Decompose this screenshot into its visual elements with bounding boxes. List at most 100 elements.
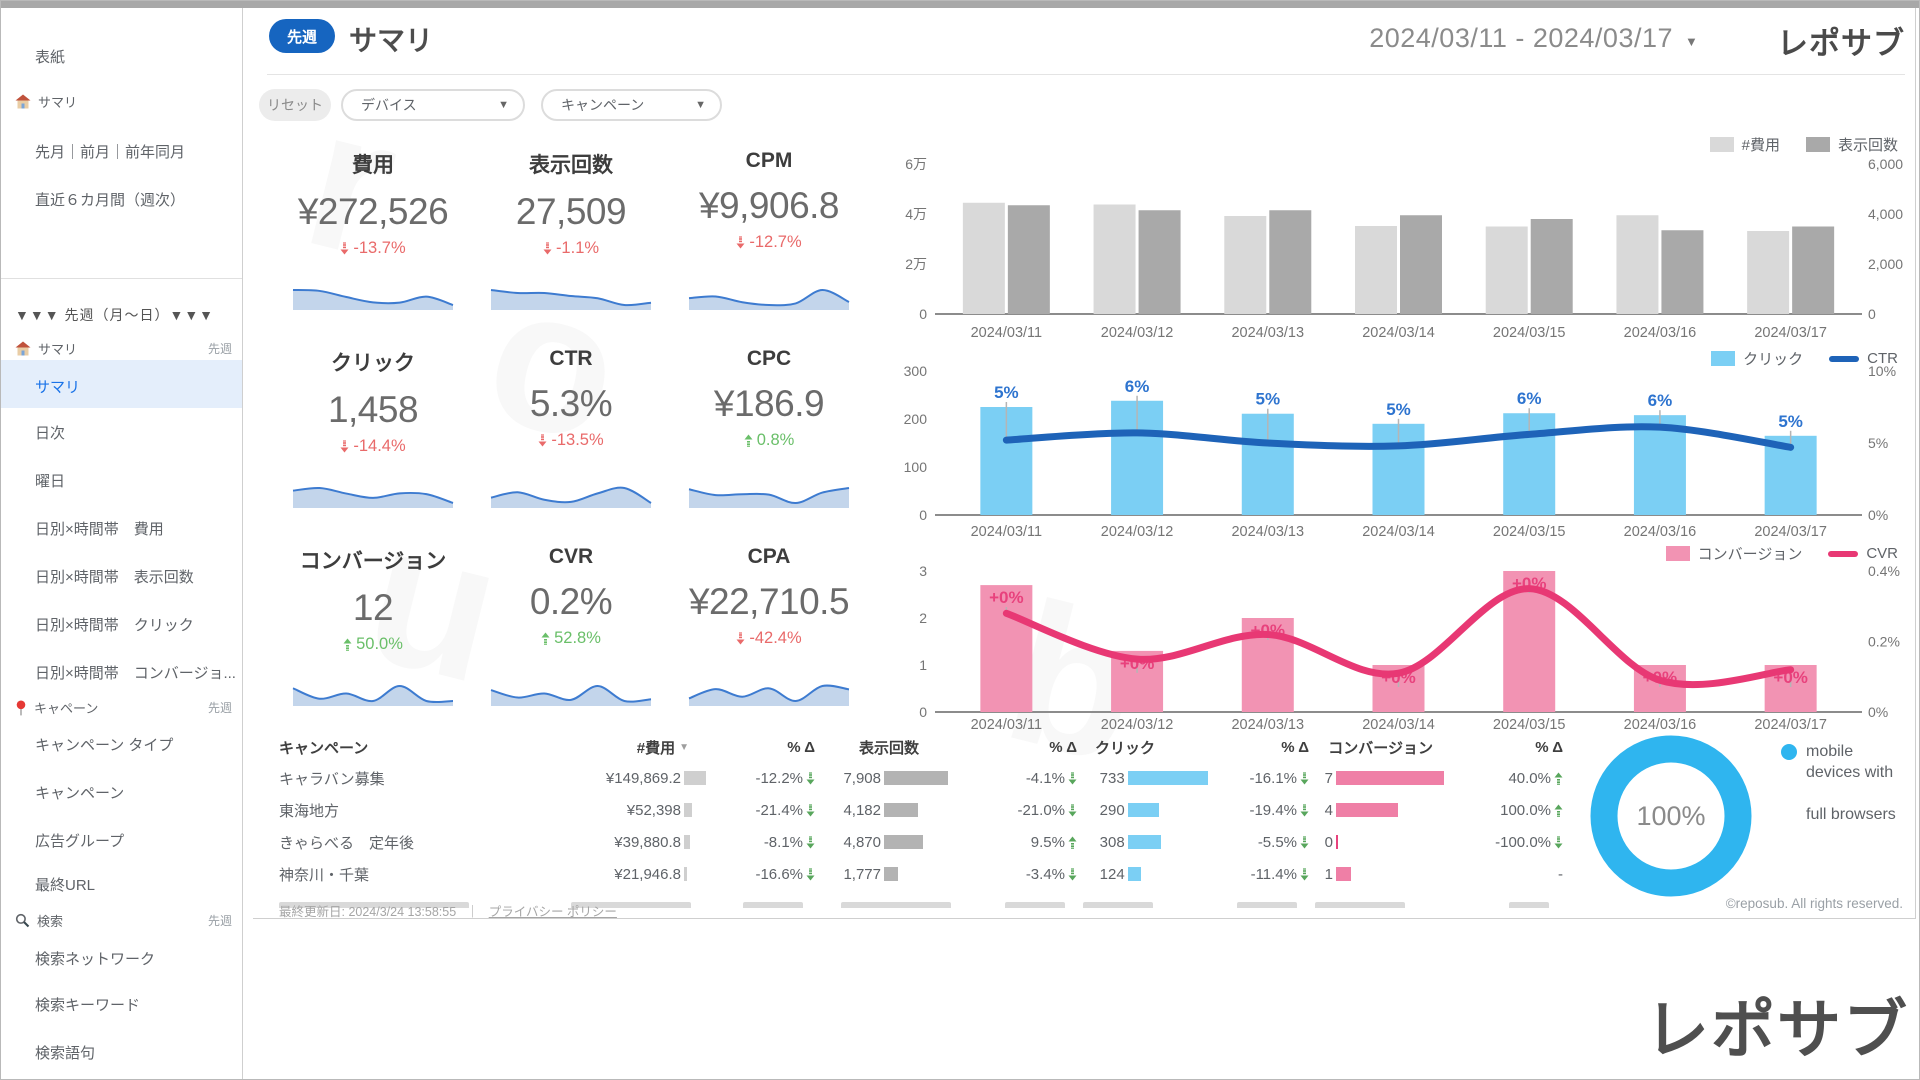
kpi-label: コンバージョン: [299, 550, 447, 573]
arrow-up-icon: [744, 434, 753, 447]
table-metric-cell: 4: [1315, 802, 1453, 819]
sidebar-item-0[interactable]: 表紙: [35, 49, 66, 66]
kpi-card-クリック: クリック 1,458 -14.4%: [281, 339, 465, 511]
arrow-down-icon: [1300, 835, 1309, 848]
brand-logo: レポサブ: [1777, 26, 1905, 61]
sidebar-item-2[interactable]: 先月｜前月｜前年同月: [35, 144, 186, 161]
sidebar-item-13[interactable]: 日別×時間帯 コンバージョ...: [35, 665, 236, 682]
col-cost[interactable]: #費用 ▼: [636, 739, 689, 757]
svg-text:2024/03/14: 2024/03/14: [1362, 717, 1435, 731]
window-top-strip: [1, 1, 1919, 8]
pin-icon: [16, 700, 26, 715]
col-campaign[interactable]: キャンペーン: [279, 739, 369, 757]
arrow-down-icon: [806, 867, 815, 880]
svg-text:0: 0: [919, 704, 927, 720]
sidebar-item-3[interactable]: 直近６カ月間（週次）: [35, 192, 186, 209]
col-imp-delta[interactable]: % Δ: [1049, 738, 1077, 756]
sidebar-group-period: 先週: [207, 342, 232, 356]
sidebar-item-8[interactable]: 日次: [35, 425, 66, 442]
arrow-down-icon: [1300, 771, 1309, 784]
campaign-filter-dropdown[interactable]: キャンペーン ▼: [541, 89, 722, 121]
svg-text:2024/03/13: 2024/03/13: [1231, 524, 1304, 538]
svg-text:2024/03/12: 2024/03/12: [1101, 524, 1174, 538]
kpi-value: ¥22,710.5: [688, 581, 850, 622]
sidebar-item-12[interactable]: 日別×時間帯 クリック: [35, 617, 194, 634]
sidebar-item-15[interactable]: キャンペーン タイプ: [35, 737, 174, 754]
svg-text:2: 2: [919, 610, 927, 626]
sidebar-item-22[interactable]: 検索語句: [35, 1045, 96, 1062]
donut-legend-label: mobile devices with full browsers: [1806, 743, 1896, 823]
legend-swatch-icon: [1805, 137, 1830, 152]
chart-legend: #費用 表示回数: [1709, 134, 1898, 155]
period-badge[interactable]: 先週: [269, 19, 335, 53]
kpi-card-コンバージョン: コンバージョン 12 50.0%: [281, 537, 465, 709]
table-row[interactable]: 神奈川・千葉 ¥21,946.8 -16.6% 1,777 -3.4% 124 …: [279, 858, 1579, 890]
sidebar-item-10[interactable]: 日別×時間帯 費用: [35, 521, 164, 538]
table-metric-cell: ¥52,398: [541, 802, 717, 819]
sidebar-group-検索[interactable]: 検索 先週: [15, 911, 232, 930]
table-row[interactable]: キャラバン募集 ¥149,869.2 -12.2% 7,908 -4.1% 73…: [279, 762, 1579, 794]
privacy-policy-link[interactable]: プライバシー ポリシー: [488, 905, 617, 919]
sidebar-section-heading: ▼▼▼ 先週（月～日）▼▼▼: [15, 307, 215, 323]
col-conversions[interactable]: コンバージョン: [1328, 739, 1433, 757]
sidebar-active-highlight: [1, 360, 242, 408]
svg-text:6万: 6万: [905, 156, 927, 172]
kpi-delta: -1.1%: [479, 239, 663, 258]
col-cost-delta[interactable]: % Δ: [787, 738, 815, 756]
reset-button[interactable]: リセット: [259, 89, 331, 121]
sidebar-item-11[interactable]: 日別×時間帯 表示回数: [35, 569, 194, 586]
chevron-down-icon[interactable]: ▼: [1685, 34, 1698, 49]
table-row[interactable]: 東海地方 ¥52,398 -21.4% 4,182 -21.0% 290 -19…: [279, 794, 1579, 826]
sidebar-item-18[interactable]: 最終URL: [35, 877, 96, 894]
svg-text:0%: 0%: [1868, 507, 1888, 523]
kpi-value: 1,458: [327, 389, 419, 430]
kpi-label: クリック: [331, 352, 415, 375]
legend-label: CTR: [1867, 350, 1898, 367]
legend-label: クリック: [1743, 351, 1804, 368]
svg-text:2024/03/12: 2024/03/12: [1101, 325, 1174, 341]
col-clicks[interactable]: クリック: [1094, 739, 1155, 757]
campaign-name: 東海地方: [279, 802, 340, 820]
svg-text:2024/03/17: 2024/03/17: [1754, 717, 1827, 731]
kpi-delta: -13.7%: [281, 239, 465, 258]
svg-text:3: 3: [919, 563, 927, 579]
table-delta-cell: -16.1%: [1217, 770, 1309, 787]
svg-text:4万: 4万: [905, 206, 927, 222]
svg-text:0: 0: [1868, 306, 1876, 322]
kpi-sparkline: [490, 289, 652, 310]
home-icon: [15, 341, 31, 356]
arrow-down-icon: [340, 242, 349, 255]
svg-text:300: 300: [904, 363, 928, 379]
sidebar-item-9[interactable]: 曜日: [35, 473, 66, 490]
device-filter-dropdown[interactable]: デバイス ▼: [341, 89, 525, 121]
kpi-value: 0.2%: [529, 581, 613, 622]
sidebar-group-キャペーン[interactable]: キャペーン 先週: [15, 698, 232, 717]
kpi-card-CPA: CPA ¥22,710.5 -42.4%: [677, 537, 861, 709]
table-delta-cell: 9.5%: [985, 834, 1077, 851]
sidebar-item-21[interactable]: 検索キーワード: [35, 997, 141, 1014]
sidebar-item-17[interactable]: 広告グループ: [35, 833, 125, 850]
col-conv-delta[interactable]: % Δ: [1535, 738, 1563, 756]
footer-separator: ｜: [466, 905, 479, 919]
table-delta-cell: -5.5%: [1217, 834, 1309, 851]
arrow-down-icon: [1068, 803, 1077, 816]
sidebar-group-サマリ[interactable]: サマリ 先週: [15, 339, 232, 358]
table-row[interactable]: きゃらべる 定年後 ¥39,880.8 -8.1% 4,870 9.5% 308…: [279, 826, 1579, 858]
table-delta-cell: -100.0%: [1459, 834, 1563, 851]
col-clicks-delta[interactable]: % Δ: [1281, 738, 1309, 756]
svg-text:2024/03/11: 2024/03/11: [971, 325, 1043, 341]
sidebar-group-label: サマリ: [38, 95, 78, 110]
campaign-name: 神奈川・千葉: [279, 866, 370, 884]
svg-text:2万: 2万: [905, 256, 927, 272]
arrow-down-icon: [538, 434, 547, 447]
table-value-bar: [884, 867, 899, 881]
table-delta-cell: -: [1558, 865, 1563, 883]
svg-text:2024/03/15: 2024/03/15: [1493, 524, 1566, 538]
col-impressions[interactable]: 表示回数: [858, 739, 919, 757]
sidebar-item-7[interactable]: サマリ: [35, 379, 81, 396]
sidebar-item-16[interactable]: キャンペーン: [35, 785, 125, 802]
sidebar-item-20[interactable]: 検索ネットワーク: [35, 951, 156, 968]
legend-label: コンバージョン: [1697, 546, 1803, 563]
date-range-picker[interactable]: 2024/03/11 - 2024/03/17: [1369, 23, 1673, 53]
sidebar-group-サマリ[interactable]: サマリ: [15, 92, 232, 111]
